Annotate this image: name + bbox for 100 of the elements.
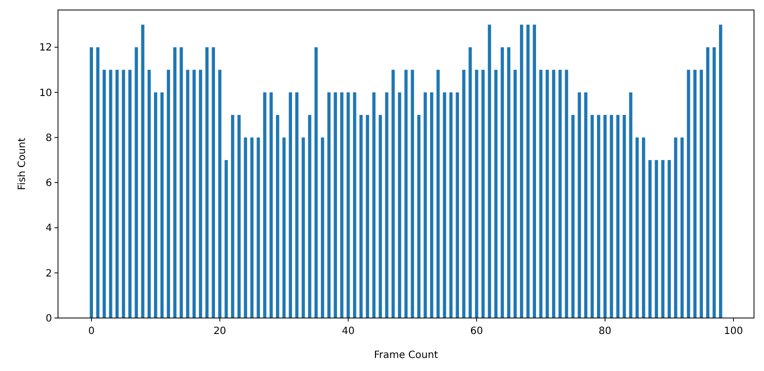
bar [603, 114, 607, 318]
bar [392, 70, 395, 318]
bar [436, 70, 440, 318]
bar [224, 160, 228, 318]
bar [109, 70, 112, 318]
bar [719, 24, 722, 318]
bar [712, 47, 716, 318]
x-tick-label: 60 [470, 326, 483, 337]
bar [134, 47, 138, 318]
bar [166, 70, 170, 318]
bar [442, 92, 446, 318]
bar [417, 114, 420, 318]
bar [192, 70, 196, 318]
bar [597, 114, 600, 318]
bar [141, 24, 144, 318]
bar [584, 92, 588, 318]
bar [449, 92, 453, 318]
bar [520, 24, 524, 318]
bar [244, 137, 248, 318]
bar [488, 24, 492, 318]
bar [96, 47, 100, 318]
bar [231, 114, 234, 318]
bar [430, 92, 434, 318]
bar [366, 114, 370, 318]
bar [282, 137, 286, 318]
bar [218, 70, 222, 318]
bar [494, 70, 498, 318]
bar [674, 137, 678, 318]
bar [500, 47, 504, 318]
bar [481, 70, 485, 318]
bar [507, 47, 510, 318]
x-tick-label: 80 [598, 326, 612, 337]
bar [629, 92, 632, 318]
x-tick-label: 100 [724, 326, 743, 337]
bar [270, 92, 273, 318]
bar [276, 114, 280, 318]
bar [102, 70, 106, 318]
bar [372, 92, 376, 318]
y-tick-label: 12 [39, 42, 52, 54]
bar [154, 92, 158, 318]
y-tick-label: 2 [46, 268, 52, 280]
bar [693, 70, 697, 318]
bar [546, 70, 549, 318]
bar [410, 70, 414, 318]
bar [314, 47, 318, 318]
bar [295, 92, 298, 318]
bar [564, 70, 568, 318]
bar [378, 114, 382, 318]
bar [475, 70, 478, 318]
bar [424, 92, 427, 318]
bar [359, 114, 363, 318]
bar [148, 70, 151, 318]
bar [122, 70, 126, 318]
bar [532, 24, 536, 318]
bar [654, 160, 658, 318]
bar [128, 70, 132, 318]
bar [456, 92, 459, 318]
bar [514, 70, 517, 318]
bar [340, 92, 344, 318]
x-tick-label: 40 [342, 326, 355, 337]
bar [180, 47, 183, 318]
x-axis-title: Frame Count [374, 350, 438, 361]
bar [327, 92, 331, 318]
y-tick-label: 6 [46, 178, 52, 190]
bar [186, 70, 190, 318]
y-tick-label: 8 [46, 132, 52, 144]
x-tick-label: 20 [213, 326, 226, 337]
bar [558, 70, 562, 318]
bar [552, 70, 556, 318]
bar [346, 92, 350, 318]
bar [680, 137, 684, 318]
bar [308, 114, 312, 318]
bar [610, 114, 614, 318]
bar [334, 92, 337, 318]
bar [90, 47, 93, 318]
bar [686, 70, 690, 318]
bar [398, 92, 402, 318]
bar [115, 70, 119, 318]
bar [160, 92, 164, 318]
bar [173, 47, 176, 318]
bar [526, 24, 530, 318]
bar [706, 47, 710, 318]
bar [404, 70, 408, 318]
bar [590, 114, 594, 318]
bar [212, 47, 215, 318]
bar [468, 47, 472, 318]
bar [661, 160, 664, 318]
bar [648, 160, 652, 318]
bar [256, 137, 260, 318]
bar [205, 47, 209, 318]
bar [385, 92, 388, 318]
bar [263, 92, 266, 318]
bar [622, 114, 626, 318]
y-axis-title: Fish Count [17, 138, 28, 190]
bar [320, 137, 324, 318]
bar [237, 114, 241, 318]
bar [462, 70, 466, 318]
y-tick-label: 0 [46, 314, 52, 324]
bar [578, 92, 581, 318]
bar [198, 70, 202, 318]
